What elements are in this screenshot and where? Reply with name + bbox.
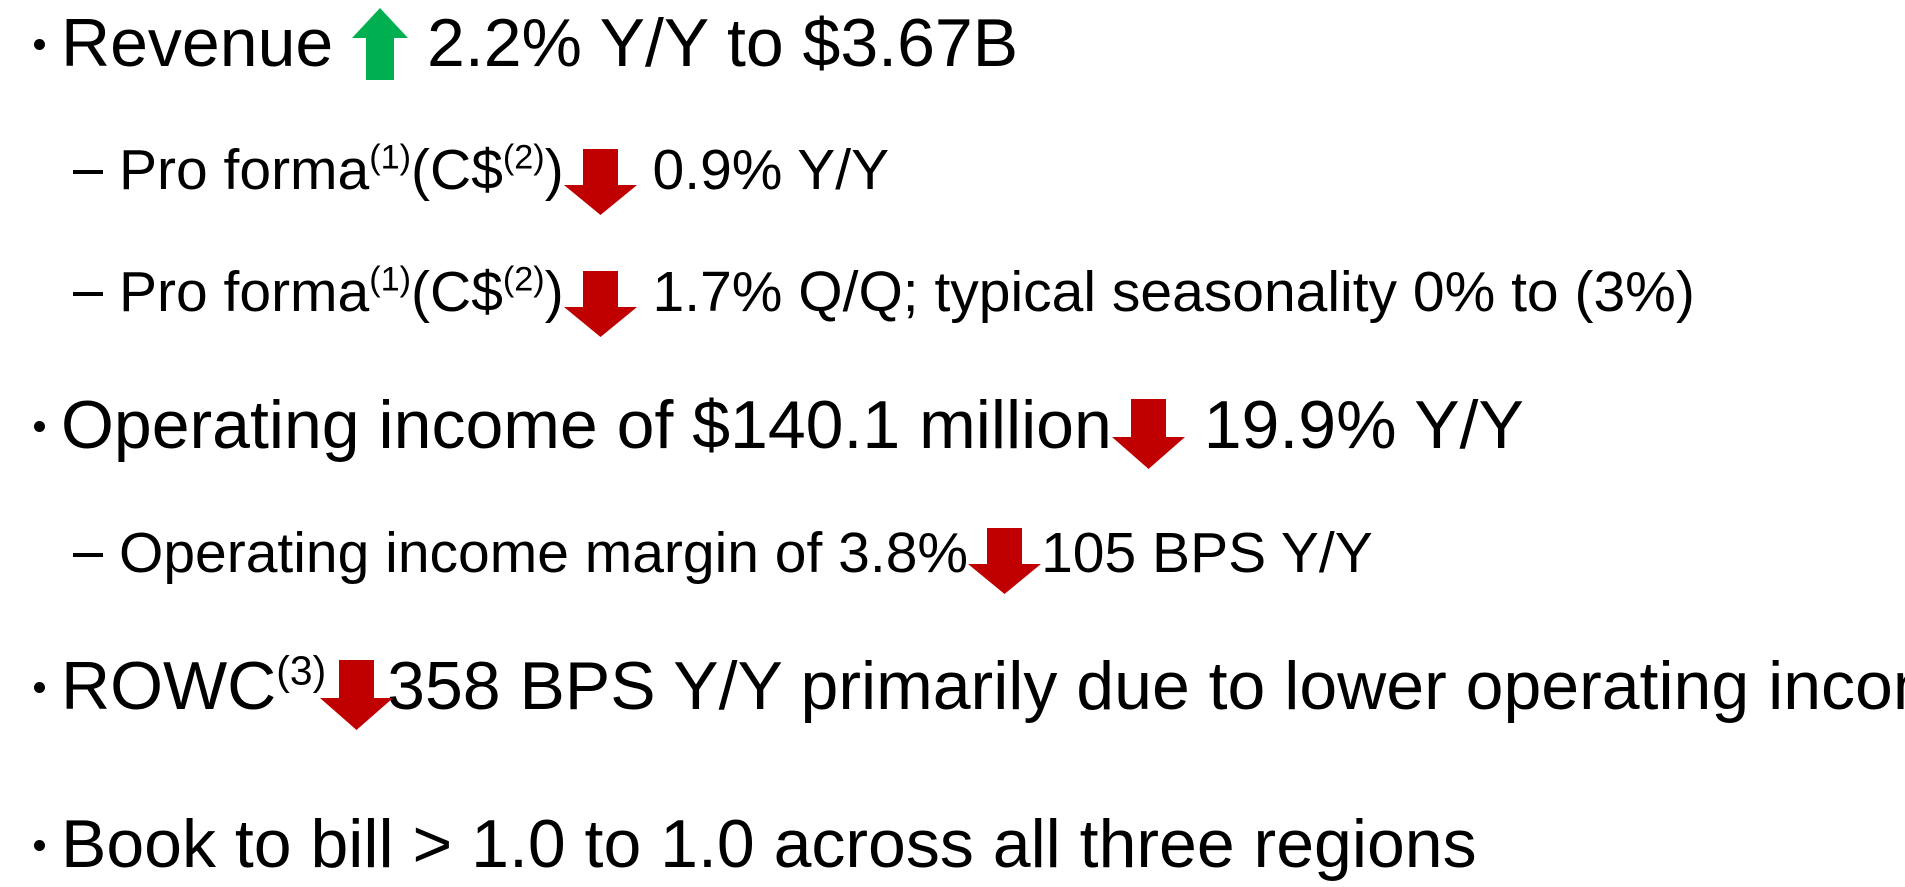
down-arrow [563, 148, 637, 215]
down-arrow [968, 527, 1042, 594]
sub-bullet: Pro forma(1)(C$(2)) 0.9% Y/Y [73, 136, 890, 215]
bullet: Operating income of $140.1 million 19.9%… [34, 384, 1524, 470]
text: ROWC [61, 648, 277, 724]
text: (C$ [411, 260, 503, 324]
down-arrow [1111, 399, 1185, 470]
text: Operating income margin of 3.8% [119, 521, 969, 585]
bullet-dot [34, 420, 45, 432]
bullet-dot [34, 38, 45, 50]
text: Pro forma [119, 138, 370, 202]
bullet-dot [34, 681, 45, 693]
bullet: Revenue 2.2% Y/Y to $3.67B [34, 2, 1018, 84]
bullet: Book to bill > 1.0 to 1.0 across all thr… [34, 803, 1477, 885]
footnote: (2) [502, 260, 545, 299]
text: 1.7% Q/Q; typical seasonality 0% to (3%) [652, 260, 1695, 324]
text: 105 BPS Y/Y [1041, 521, 1373, 585]
bullet-dash [73, 552, 103, 557]
text: 2.2% Y/Y to $3.67B [427, 5, 1019, 81]
up-arrow [352, 8, 409, 81]
text: 19.9% Y/Y [1203, 387, 1524, 463]
text: Pro forma [119, 260, 370, 324]
text: Revenue [61, 5, 334, 81]
down-arrow [320, 660, 394, 731]
footnote: (1) [369, 260, 412, 299]
text: 0.9% Y/Y [652, 138, 890, 202]
bullet-dot [34, 839, 45, 851]
bullet-dash [73, 291, 103, 296]
bullet: ROWC(3) 358 BPS Y/Y primarily due to lowe… [34, 645, 1905, 731]
footnote: (3) [276, 647, 327, 694]
text: (C$ [411, 138, 503, 202]
text: 358 BPS Y/Y primarily due to lower opera… [387, 648, 1905, 724]
down-arrow [563, 270, 637, 337]
text: ) [544, 260, 564, 324]
footnote: (1) [369, 138, 412, 177]
sub-bullet: Pro forma(1)(C$(2)) 1.7% Q/Q; typical se… [73, 258, 1695, 337]
text: Book to bill > 1.0 to 1.0 across all thr… [61, 806, 1477, 882]
text: Operating income of $140.1 million [61, 387, 1112, 463]
sub-bullet: Operating income margin of 3.8% 105 BPS Y… [73, 519, 1373, 594]
text: ) [544, 138, 564, 202]
bullet-dash [73, 169, 103, 174]
footnote: (2) [502, 138, 545, 177]
